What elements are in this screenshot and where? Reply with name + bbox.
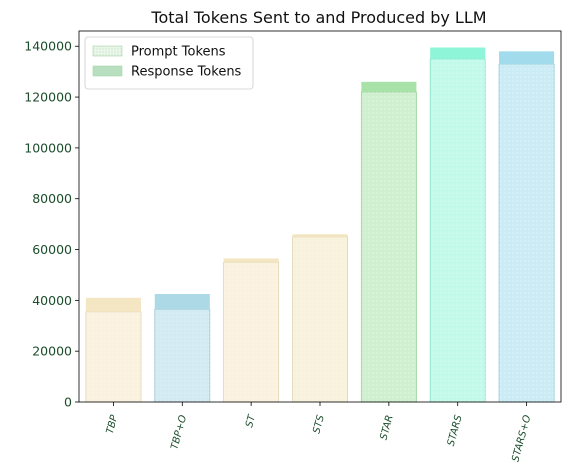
legend-box bbox=[84, 36, 254, 90]
bar-response-star bbox=[361, 81, 417, 92]
legend-swatch-hatch-prompt bbox=[93, 46, 122, 56]
y-tick-label: 60000 bbox=[32, 242, 72, 257]
x-tick-label: TBP bbox=[105, 413, 121, 435]
bar-prompt-hatch-tbp bbox=[85, 311, 141, 402]
bar-response-tbp bbox=[85, 297, 141, 312]
y-tick-label: 80000 bbox=[32, 191, 72, 206]
y-tick-label: 40000 bbox=[32, 293, 72, 308]
y-tick-label: 20000 bbox=[32, 344, 72, 359]
x-tick-label: TBP+O bbox=[169, 414, 189, 451]
legend-label-response: Response Tokens bbox=[131, 65, 242, 80]
chart-title: Total Tokens Sent to and Produced by LLM bbox=[150, 8, 486, 27]
legend: Prompt Tokens Response Tokens bbox=[84, 36, 254, 90]
legend-label-prompt: Prompt Tokens bbox=[131, 45, 226, 60]
bar-prompt-hatch-star bbox=[361, 91, 417, 402]
bar-response-tbp-o bbox=[154, 294, 210, 310]
bar-response-stars bbox=[430, 47, 486, 59]
x-tick-label: STARS bbox=[446, 413, 465, 447]
bar-prompt-hatch-stars bbox=[430, 58, 486, 402]
bar-response-sts bbox=[292, 234, 348, 237]
x-tick-label: STAR bbox=[379, 414, 396, 441]
x-tick-label: ST bbox=[244, 413, 258, 429]
x-tick-label: STS bbox=[311, 413, 327, 435]
bar-prompt-hatch-st bbox=[223, 262, 279, 402]
bar-prompt-hatch-stars-o bbox=[499, 64, 555, 403]
bar-response-st bbox=[223, 258, 279, 263]
x-tick-label: STARS+O bbox=[510, 414, 533, 463]
legend-swatch-response bbox=[92, 65, 123, 77]
plot-area: TBP TBP+O ST STS STAR STARS STARS+O 0 20000 40000… bbox=[24, 30, 562, 463]
y-tick-label: 100000 bbox=[24, 140, 72, 155]
axes-frame bbox=[78, 30, 562, 403]
bar-prompt-hatch-sts bbox=[292, 236, 348, 402]
y-tick-label: 0 bbox=[64, 395, 72, 410]
y-tick-label: 140000 bbox=[24, 39, 72, 54]
bar-response-stars-o bbox=[499, 51, 555, 65]
bar-prompt-hatch-tbp-o bbox=[154, 309, 210, 402]
y-tick-label: 120000 bbox=[24, 90, 72, 105]
